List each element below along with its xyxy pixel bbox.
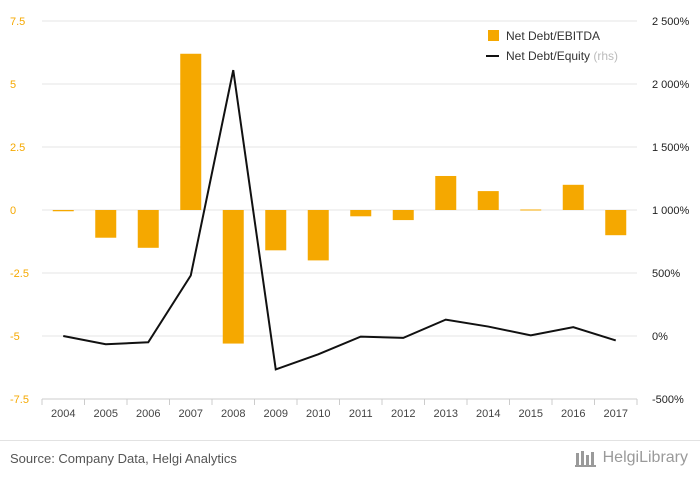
y-left-tick-label: -2.5 [10,268,29,280]
x-tick-label: 2010 [306,408,330,420]
y-right-tick-label: 1 500% [652,142,690,154]
y-right-tick-label: 500% [652,268,680,280]
right-axis: 2 500% 2 000% 1 500% 1 000% 500% 0% -500% [652,16,690,406]
x-tick-label: 2009 [264,408,288,420]
x-tick-label: 2013 [434,408,458,420]
y-left-tick-label: 2.5 [10,142,25,154]
brand-name: HelgiLibrary [603,449,688,467]
source-text: Source: Company Data, Helgi Analytics [10,451,237,466]
y-left-tick-label: 0 [10,205,16,217]
bar [478,191,499,210]
bar [308,210,329,260]
y-right-tick-label: -500% [652,394,684,406]
y-left-tick-label: -7.5 [10,394,29,406]
y-left-tick-label: 5 [10,79,16,91]
bar [223,210,244,344]
bar-series [53,54,627,344]
x-tick-label: 2005 [94,408,118,420]
x-axis: 2004 2005 2006 2007 2008 2009 2010 2011 2012 2013… [42,399,637,420]
bar [393,210,414,220]
y-left-tick-label: -5 [10,331,20,343]
x-tick-label: 2007 [179,408,203,420]
y-left-tick-label: 7.5 [10,16,25,28]
y-right-tick-label: 0% [652,331,668,343]
x-tick-label: 2004 [51,408,75,420]
y-right-tick-label: 1 000% [652,205,690,217]
bar [435,176,456,210]
brand-logo[interactable]: HelgiLibrary [575,449,688,467]
bar [350,210,371,216]
bar [520,209,541,210]
bar [138,210,159,248]
bar [53,210,74,211]
y-right-tick-label: 2 500% [652,16,690,28]
legend-label-line: Net Debt/Equity (rhs) [506,49,618,63]
legend-swatch-bar [488,30,499,41]
bar [265,210,286,250]
bar [180,54,201,210]
x-tick-label: 2008 [221,408,245,420]
x-tick-label: 2017 [604,408,628,420]
bar [563,185,584,210]
x-tick-label: 2006 [136,408,160,420]
legend-label-suffix: (rhs) [593,49,618,63]
legend-label-bar: Net Debt/EBITDA [506,29,600,43]
x-tick-label: 2011 [349,408,373,420]
x-tick-label: 2016 [561,408,585,420]
x-tick-label: 2014 [476,408,500,420]
combo-chart: 7.5 5 2.5 0 -2.5 -5 -7.5 2 500% 2 000% 1 500% 1 0… [0,0,700,440]
bar [95,210,116,238]
x-tick-label: 2015 [519,408,543,420]
y-right-tick-label: 2 000% [652,79,690,91]
x-tick-label: 2012 [391,408,415,420]
library-icon [575,449,597,467]
left-axis: 7.5 5 2.5 0 -2.5 -5 -7.5 [10,16,29,406]
footer: Source: Company Data, Helgi Analytics He… [0,440,700,484]
legend: Net Debt/EBITDA Net Debt/Equity (rhs) [486,29,618,63]
bar [605,210,626,235]
